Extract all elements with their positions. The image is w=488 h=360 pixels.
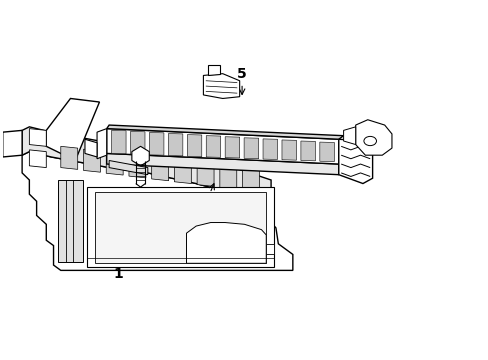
Polygon shape [109, 161, 147, 175]
Polygon shape [132, 146, 149, 166]
Polygon shape [149, 132, 163, 155]
Polygon shape [174, 161, 191, 184]
Polygon shape [3, 130, 22, 157]
Polygon shape [106, 129, 338, 164]
Polygon shape [203, 74, 239, 99]
Polygon shape [83, 149, 100, 172]
Text: 1: 1 [114, 256, 127, 281]
Polygon shape [95, 192, 265, 263]
Polygon shape [130, 131, 145, 154]
Polygon shape [186, 222, 265, 263]
Polygon shape [242, 169, 259, 192]
Polygon shape [343, 127, 355, 145]
Polygon shape [206, 136, 220, 157]
Polygon shape [263, 139, 277, 159]
Polygon shape [61, 146, 78, 169]
Polygon shape [58, 180, 82, 261]
Polygon shape [197, 163, 214, 186]
Polygon shape [29, 150, 46, 168]
Polygon shape [319, 142, 334, 162]
Polygon shape [355, 120, 391, 155]
Polygon shape [265, 244, 273, 255]
Polygon shape [22, 152, 292, 270]
Polygon shape [282, 140, 296, 160]
Polygon shape [22, 127, 270, 203]
Polygon shape [106, 125, 343, 139]
Polygon shape [46, 99, 99, 161]
Polygon shape [208, 65, 220, 76]
Polygon shape [111, 130, 126, 154]
Polygon shape [87, 187, 273, 267]
Polygon shape [106, 153, 338, 175]
Polygon shape [29, 129, 46, 146]
Text: 3: 3 [361, 123, 374, 148]
Polygon shape [300, 141, 315, 161]
Polygon shape [106, 152, 123, 175]
Text: 4: 4 [201, 184, 214, 210]
Circle shape [363, 136, 376, 145]
Polygon shape [97, 129, 106, 159]
Polygon shape [187, 135, 202, 157]
Polygon shape [168, 134, 183, 156]
Polygon shape [244, 138, 258, 159]
Text: 2: 2 [135, 129, 145, 155]
Polygon shape [338, 139, 372, 184]
Polygon shape [224, 137, 239, 158]
Polygon shape [129, 155, 145, 178]
Polygon shape [151, 158, 168, 181]
Text: 5: 5 [237, 67, 246, 94]
Polygon shape [85, 139, 97, 157]
Polygon shape [220, 166, 236, 189]
